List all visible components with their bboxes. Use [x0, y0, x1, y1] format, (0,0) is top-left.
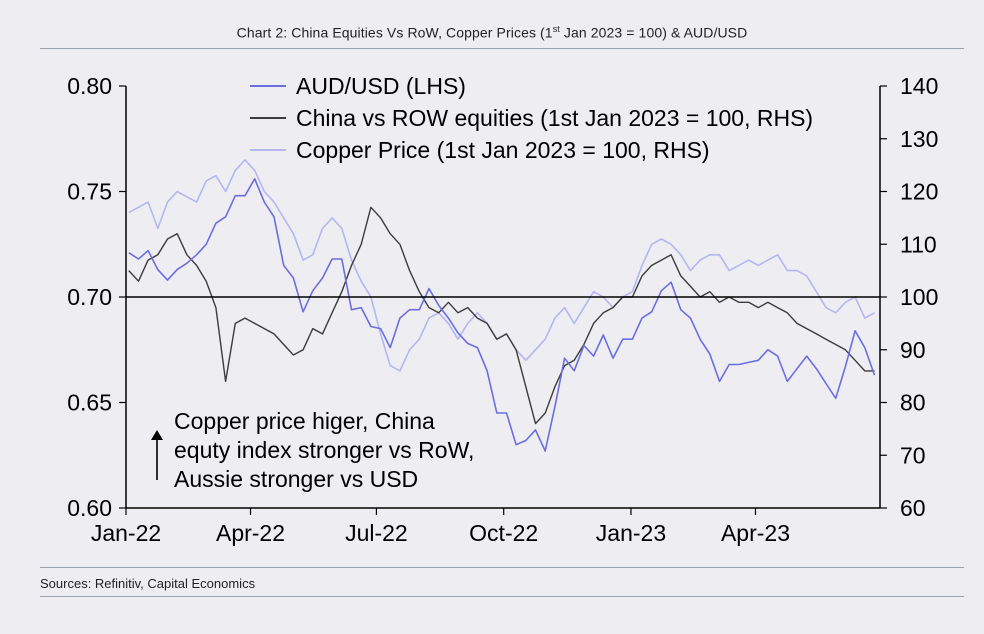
- series-line-2: [128, 206, 875, 425]
- y-left-tick-label: 0.60: [67, 495, 112, 521]
- x-tick-label: Jan-23: [596, 520, 666, 546]
- line-chart: 0.60 0.65 0.70 0.75 0.80 60 70 80 90 100 110 120 130…: [67, 73, 938, 546]
- y-right-tick-label: 80: [900, 390, 926, 416]
- source-divider-top: [40, 567, 964, 568]
- y-left-tick-label: 0.70: [67, 284, 112, 310]
- y-right-tick-label: 60: [900, 495, 926, 521]
- y-left-tick-label: 0.75: [67, 179, 112, 205]
- chart-title-text-end: Jan 2023 = 100) & AUD/USD: [559, 24, 748, 41]
- x-tick-label: Oct-22: [469, 520, 538, 546]
- title-divider: [40, 48, 964, 49]
- legend-label-2: China vs ROW equities (1st Jan 2023 = 10…: [296, 105, 813, 131]
- y-right-tick-label: 120: [900, 179, 938, 205]
- annotation-line-2: equty index stronger vs RoW,: [174, 437, 474, 463]
- series-line-1: [128, 178, 876, 452]
- x-tick-label: Jan-22: [91, 520, 161, 546]
- legend-label-1: AUD/USD (LHS): [296, 73, 466, 99]
- y-right-tick-label: 100: [900, 284, 938, 310]
- series-line-3: [128, 159, 875, 372]
- chart-title: Chart 2: China Equities Vs RoW, Copper P…: [0, 24, 984, 41]
- x-tick-label: Jul-22: [345, 520, 408, 546]
- y-right-tick-label: 70: [900, 442, 926, 468]
- x-tick-label: Apr-22: [216, 520, 285, 546]
- chart-title-superscript: st: [552, 24, 560, 34]
- annotation-line-1: Copper price higer, China: [174, 408, 435, 434]
- annotation-arrow-head: [151, 430, 163, 440]
- y-right-tick-label: 130: [900, 126, 938, 152]
- legend-label-3: Copper Price (1st Jan 2023 = 100, RHS): [296, 137, 710, 163]
- source-note: Sources: Refinitiv, Capital Economics: [40, 576, 256, 591]
- chart-title-text: Chart 2: China Equities Vs RoW, Copper P…: [236, 24, 553, 41]
- annotation-line-3: Aussie stronger vs USD: [174, 466, 418, 492]
- x-tick-label: Apr-23: [721, 520, 790, 546]
- y-right-tick-label: 110: [900, 231, 937, 257]
- y-left-tick-label: 0.65: [67, 390, 112, 416]
- y-right-tick-label: 90: [900, 337, 926, 363]
- y-right-tick-label: 140: [900, 73, 938, 99]
- source-divider-bottom: [40, 596, 964, 597]
- y-left-tick-label: 0.80: [67, 73, 112, 99]
